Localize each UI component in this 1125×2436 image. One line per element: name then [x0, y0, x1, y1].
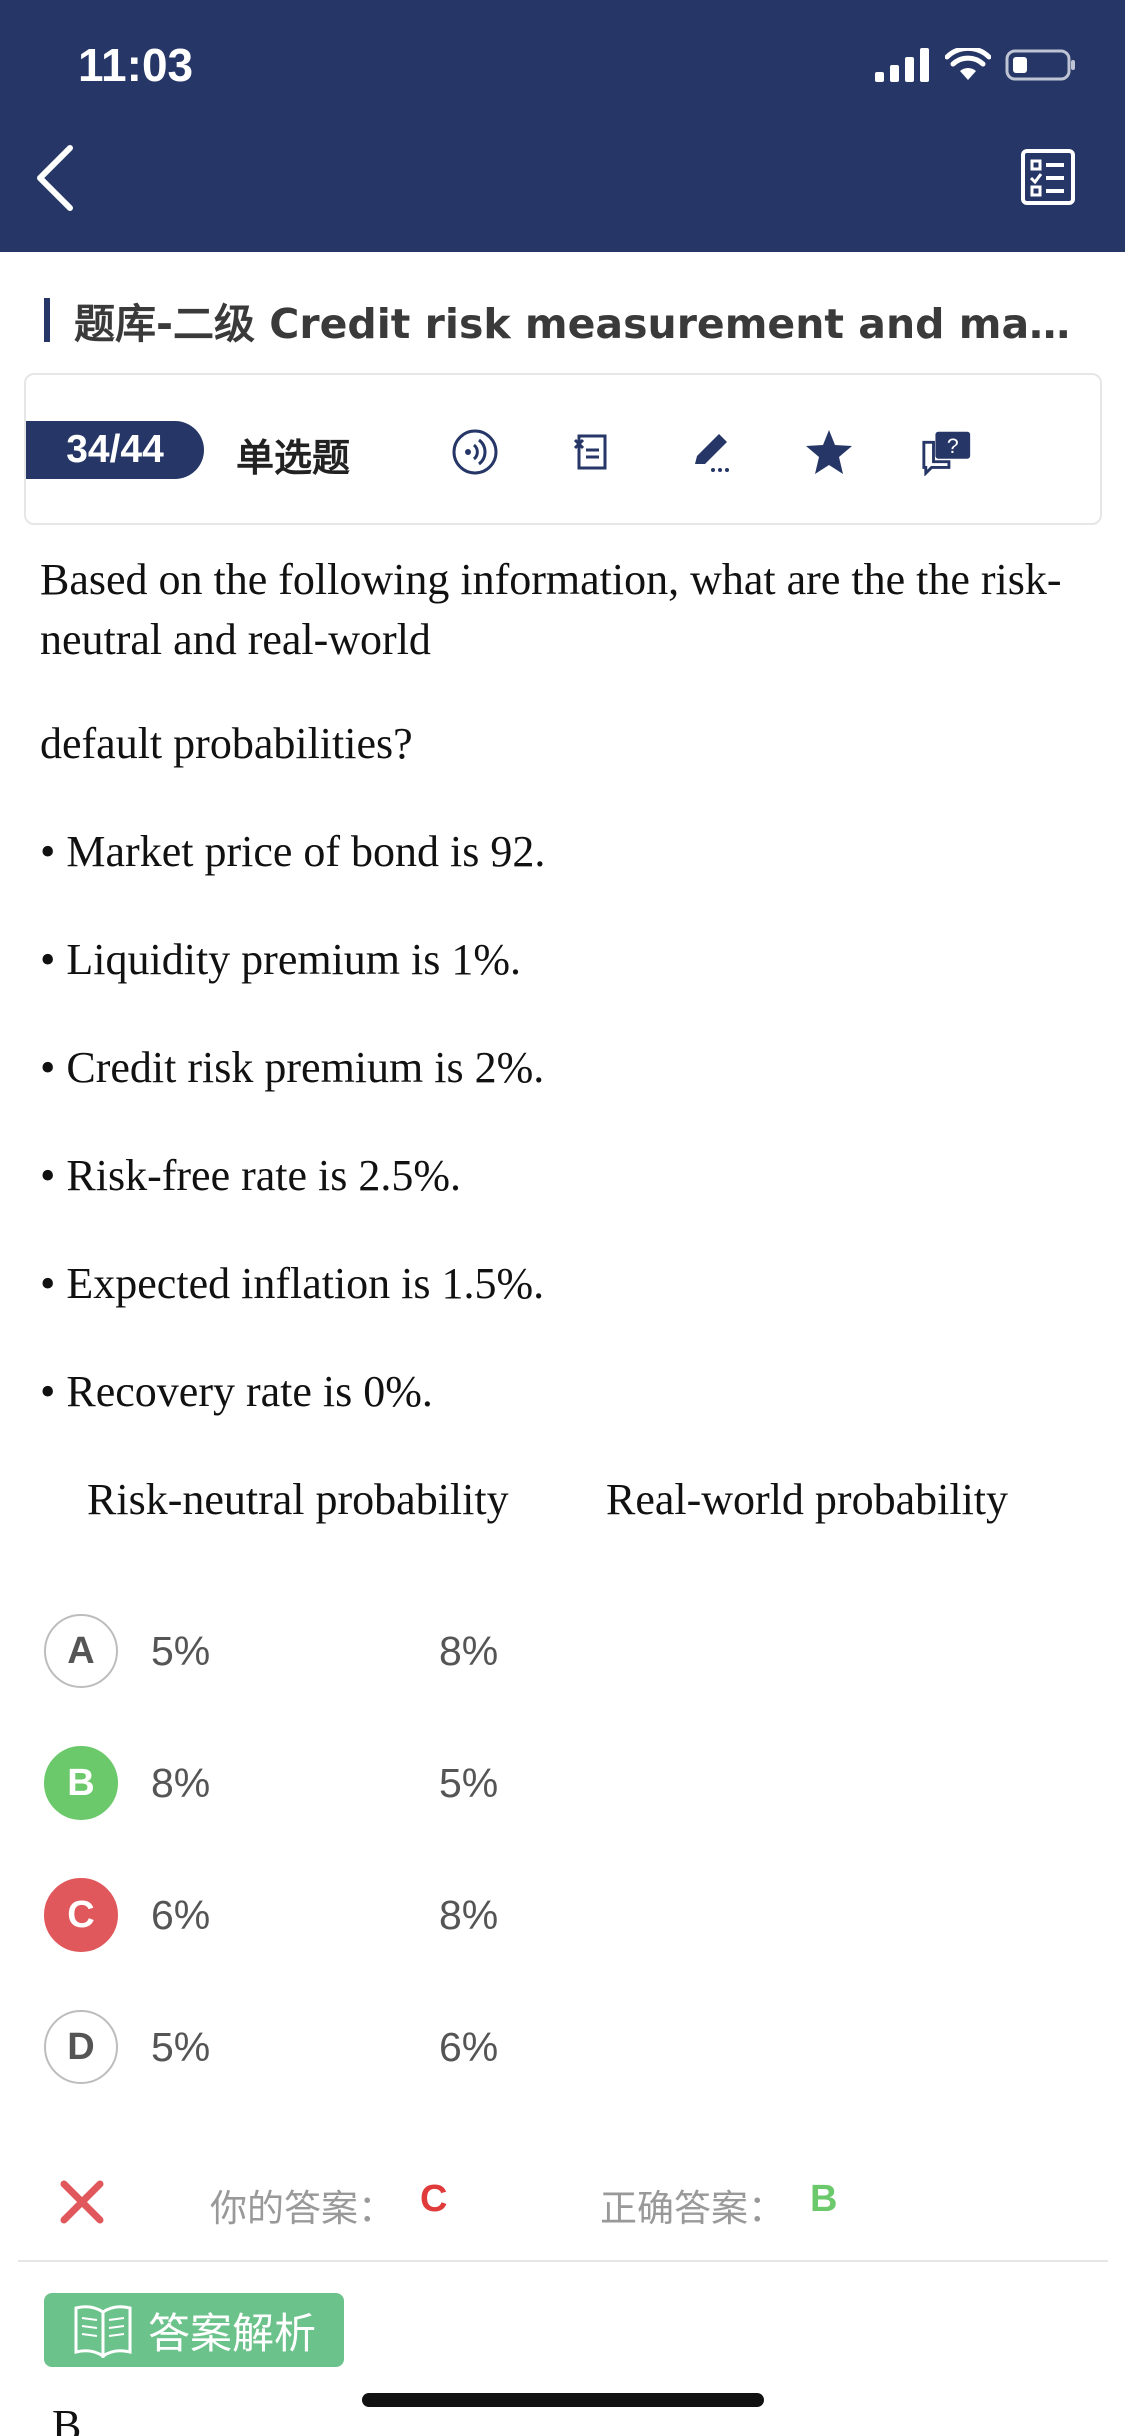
status-icons	[875, 48, 1077, 82]
ask-question-button[interactable]: ?	[920, 425, 974, 479]
question-intro-continued: default probabilities?	[40, 719, 413, 768]
bullet-item: • Credit risk premium is 2%.	[40, 1043, 545, 1092]
wrong-x-icon	[60, 2180, 104, 2224]
question-counter: 34/44	[26, 421, 204, 479]
option-letter: C	[44, 1878, 118, 1952]
option-c[interactable]: C 6% 8%	[44, 1878, 1044, 1954]
option-risk-neutral-value: 6%	[151, 1892, 211, 1938]
answer-analysis-label: 答案解析	[148, 2308, 317, 2358]
svg-text:?: ?	[947, 435, 959, 458]
chevron-left-icon	[37, 145, 73, 211]
answer-analysis-button[interactable]: 答案解析	[44, 2293, 344, 2367]
wifi-icon	[945, 48, 991, 80]
bullet-item: • Risk-free rate is 2.5%.	[40, 1151, 462, 1200]
question-type: 单选题	[236, 436, 351, 480]
signal-icon	[875, 48, 929, 82]
option-letter: A	[44, 1614, 118, 1688]
option-real-world-value: 5%	[439, 1760, 499, 1806]
divider	[18, 2260, 1108, 2262]
audio-button[interactable]	[448, 425, 502, 479]
notes-button[interactable]	[566, 425, 620, 479]
status-time: 11:03	[78, 39, 194, 91]
column-header-real-world: Real-world probability	[606, 1475, 1009, 1524]
question-chat-icon: ?	[922, 431, 971, 476]
audio-icon	[452, 429, 498, 475]
your-answer-value: C	[420, 2178, 448, 2220]
analysis-text-peek: B	[52, 2401, 82, 2436]
title-accent	[44, 298, 50, 342]
option-real-world-value: 8%	[439, 1892, 499, 1938]
notes-icon	[573, 434, 607, 470]
back-button[interactable]	[28, 138, 88, 218]
option-d[interactable]: D 5% 6%	[44, 2010, 1044, 2086]
option-letter: D	[44, 2010, 118, 2084]
your-answer-label: 你的答案：	[210, 2187, 395, 2230]
edit-icon	[695, 434, 729, 472]
home-indicator[interactable]	[362, 2393, 764, 2407]
option-real-world-value: 8%	[439, 1628, 499, 1674]
checklist-icon	[1021, 149, 1075, 205]
question-list-button[interactable]	[1020, 148, 1076, 206]
bullet-item: • Expected inflation is 1.5%.	[40, 1259, 545, 1308]
edit-button[interactable]	[684, 425, 738, 479]
option-risk-neutral-value: 5%	[151, 1628, 211, 1674]
option-b[interactable]: B 8% 5%	[44, 1746, 1044, 1822]
bullet-item: • Market price of bond is 92.	[40, 827, 546, 876]
page-title: 题库-二级 Credit risk measurement and manage…	[74, 300, 1084, 348]
question-toolbar: 34/44 单选题 ?	[24, 373, 1102, 525]
answer-result: 你的答案： C 正确答案： B	[0, 2170, 1125, 2230]
star-icon	[806, 430, 852, 474]
option-risk-neutral-value: 8%	[151, 1760, 211, 1806]
book-icon	[74, 2305, 132, 2358]
battery-icon	[1005, 49, 1075, 81]
app-header: 11:03	[0, 0, 1125, 252]
bullet-item: • Recovery rate is 0%.	[40, 1367, 433, 1416]
question-intro: Based on the following information, what…	[40, 555, 1062, 664]
page-title-bar: 题库-二级 Credit risk measurement and manage…	[44, 295, 1084, 348]
correct-answer-value: B	[810, 2178, 838, 2220]
favorite-button[interactable]	[802, 425, 856, 479]
option-risk-neutral-value: 5%	[151, 2024, 211, 2070]
option-letter: B	[44, 1746, 118, 1820]
bullet-item: • Liquidity premium is 1%.	[40, 935, 522, 984]
option-real-world-value: 6%	[439, 2024, 499, 2070]
correct-answer-label: 正确答案：	[600, 2187, 785, 2230]
column-header-risk-neutral: Risk-neutral probability	[87, 1475, 509, 1524]
option-a[interactable]: A 5% 8%	[44, 1614, 1044, 1690]
